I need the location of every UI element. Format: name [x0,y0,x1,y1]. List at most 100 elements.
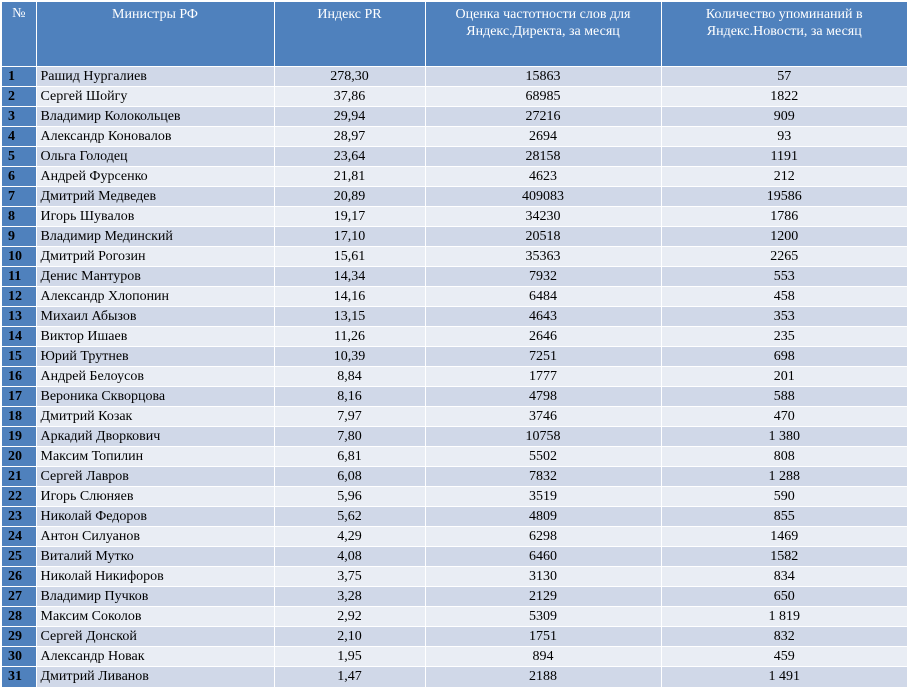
row-number-cell: 18 [2,406,37,427]
table-row: 2 Сергей Шойгу 37,86 68985 1822 [2,86,907,107]
pr-index-cell: 278,30 [274,66,426,87]
header-pr-index: Индекс PR [274,2,426,67]
yandex-news-cell: 212 [661,166,907,187]
pr-index-cell: 13,15 [274,306,426,327]
yandex-direct-cell: 5309 [425,606,662,627]
row-number-cell: 17 [2,386,37,407]
yandex-direct-cell: 6460 [425,546,662,567]
yandex-direct-cell: 1777 [425,366,662,387]
minister-name-cell: Владимир Колокольцев [36,106,275,127]
minister-name-cell: Сергей Лавров [36,466,275,487]
pr-index-cell: 14,16 [274,286,426,307]
pr-index-cell: 21,81 [274,166,426,187]
table-row: 4 Александр Коновалов 28,97 2694 93 [2,126,907,147]
yandex-news-cell: 588 [661,386,907,407]
table-body: 1 Рашид Нургалиев 278,30 15863 57 2 Сергей Шой… [2,66,907,687]
row-number-cell: 2 [2,86,37,107]
header-yandex-news: Количество упоминаний в Яндекс.Новости, … [661,2,907,67]
pr-index-cell: 6,81 [274,446,426,467]
yandex-news-cell: 458 [661,286,907,307]
table-row: 1 Рашид Нургалиев 278,30 15863 57 [2,66,907,87]
minister-name-cell: Виктор Ишаев [36,326,275,347]
row-number-cell: 19 [2,426,37,447]
yandex-direct-cell: 894 [425,646,662,667]
pr-index-cell: 6,08 [274,466,426,487]
yandex-news-cell: 855 [661,506,907,527]
table-row: 16 Андрей Белоусов 8,84 1777 201 [2,366,907,387]
yandex-direct-cell: 7832 [425,466,662,487]
pr-index-cell: 2,10 [274,626,426,647]
yandex-direct-cell: 15863 [425,66,662,87]
yandex-direct-cell: 2646 [425,326,662,347]
pr-index-cell: 28,97 [274,126,426,147]
minister-name-cell: Максим Топилин [36,446,275,467]
pr-index-cell: 7,97 [274,406,426,427]
minister-name-cell: Николай Никифоров [36,566,275,587]
yandex-direct-cell: 409083 [425,186,662,207]
row-number-cell: 7 [2,186,37,207]
row-number-cell: 31 [2,666,37,687]
yandex-news-cell: 1 288 [661,466,907,487]
table-row: 28 Максим Соколов 2,92 5309 1 819 [2,606,907,627]
row-number-cell: 24 [2,526,37,547]
minister-name-cell: Александр Новак [36,646,275,667]
minister-name-cell: Михаил Абызов [36,306,275,327]
yandex-news-cell: 93 [661,126,907,147]
header-yandex-direct: Оценка частотности слов для Яндекс.Дирек… [425,2,662,67]
table-row: 9 Владимир Мединский 17,10 20518 1200 [2,226,907,247]
minister-name-cell: Вероника Скворцова [36,386,275,407]
table-row: 22 Игорь Слюняев 5,96 3519 590 [2,486,907,507]
table-row: 23 Николай Федоров 5,62 4809 855 [2,506,907,527]
yandex-news-cell: 353 [661,306,907,327]
row-number-cell: 30 [2,646,37,667]
yandex-news-cell: 650 [661,586,907,607]
yandex-news-cell: 1191 [661,146,907,167]
yandex-news-cell: 834 [661,566,907,587]
minister-name-cell: Денис Мантуров [36,266,275,287]
table-row: 13 Михаил Абызов 13,15 4643 353 [2,306,907,327]
yandex-direct-cell: 3130 [425,566,662,587]
yandex-news-cell: 1469 [661,526,907,547]
minister-name-cell: Сергей Донской [36,626,275,647]
row-number-cell: 29 [2,626,37,647]
pr-index-cell: 7,80 [274,426,426,447]
minister-name-cell: Сергей Шойгу [36,86,275,107]
minister-name-cell: Виталий Мутко [36,546,275,567]
yandex-news-cell: 459 [661,646,907,667]
table-row: 24 Антон Силуанов 4,29 6298 1469 [2,526,907,547]
minister-name-cell: Аркадий Дворкович [36,426,275,447]
pr-index-cell: 1,95 [274,646,426,667]
yandex-news-cell: 590 [661,486,907,507]
table-row: 27 Владимир Пучков 3,28 2129 650 [2,586,907,607]
minister-name-cell: Дмитрий Медведев [36,186,275,207]
pr-index-cell: 4,08 [274,546,426,567]
minister-name-cell: Андрей Белоусов [36,366,275,387]
table-row: 19 Аркадий Дворкович 7,80 10758 1 380 [2,426,907,447]
pr-index-cell: 8,84 [274,366,426,387]
yandex-direct-cell: 4798 [425,386,662,407]
minister-name-cell: Ольга Голодец [36,146,275,167]
pr-index-cell: 17,10 [274,226,426,247]
minister-name-cell: Антон Силуанов [36,526,275,547]
table-row: 18 Дмитрий Козак 7,97 3746 470 [2,406,907,427]
minister-name-cell: Игорь Слюняев [36,486,275,507]
minister-name-cell: Дмитрий Рогозин [36,246,275,267]
yandex-news-cell: 470 [661,406,907,427]
table-row: 17 Вероника Скворцова 8,16 4798 588 [2,386,907,407]
table-row: 12 Александр Хлопонин 14,16 6484 458 [2,286,907,307]
row-number-cell: 11 [2,266,37,287]
row-number-cell: 9 [2,226,37,247]
table-header: № Министры РФ Индекс PR Оценка частотнос… [2,2,907,67]
row-number-cell: 20 [2,446,37,467]
row-number-cell: 25 [2,546,37,567]
pr-index-cell: 8,16 [274,386,426,407]
table-row: 3 Владимир Колокольцев 29,94 27216 909 [2,106,907,127]
yandex-news-cell: 2265 [661,246,907,267]
pr-index-cell: 37,86 [274,86,426,107]
row-number-cell: 4 [2,126,37,147]
yandex-news-cell: 1 819 [661,606,907,627]
yandex-direct-cell: 1751 [425,626,662,647]
yandex-news-cell: 808 [661,446,907,467]
